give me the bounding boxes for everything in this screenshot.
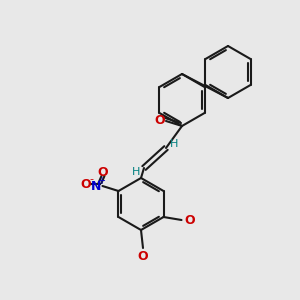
Text: O: O bbox=[80, 178, 91, 190]
Text: +: + bbox=[98, 176, 106, 186]
Text: O: O bbox=[97, 166, 108, 178]
Text: O: O bbox=[138, 250, 148, 263]
Text: O: O bbox=[155, 115, 165, 128]
Text: H: H bbox=[170, 139, 178, 149]
Text: -: - bbox=[89, 174, 94, 184]
Text: O: O bbox=[184, 214, 195, 226]
Text: N: N bbox=[91, 179, 102, 193]
Text: H: H bbox=[132, 167, 140, 177]
